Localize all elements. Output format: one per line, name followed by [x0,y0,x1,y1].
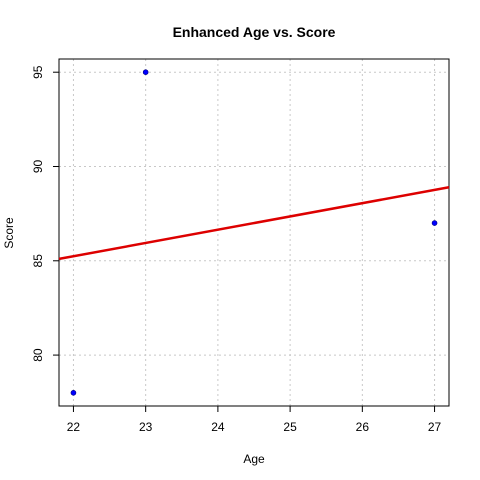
x-tick-label: 22 [67,420,81,434]
data-points [70,69,438,396]
data-point [431,220,438,226]
trend-line [58,186,450,261]
y-axis: 80 85 90 95 [31,65,59,362]
y-tick-label: 85 [31,254,45,268]
y-axis-label: Score [2,217,16,249]
y-tick-label: 90 [31,160,45,174]
y-tick-label: 80 [31,348,45,362]
y-tick-label: 95 [31,65,45,79]
x-tick-label: 27 [428,420,442,434]
x-tick-label: 26 [356,420,370,434]
x-axis-label: Age [243,452,265,466]
x-tick-label: 25 [283,420,297,434]
x-tick-label: 24 [211,420,225,434]
x-axis: 22 23 24 25 26 27 [67,406,442,434]
data-point [70,389,77,396]
data-point [142,69,149,76]
plot-frame [58,58,450,407]
grid [59,59,449,406]
x-tick-label: 23 [139,420,153,434]
chart-title: Enhanced Age vs. Score [173,24,336,40]
